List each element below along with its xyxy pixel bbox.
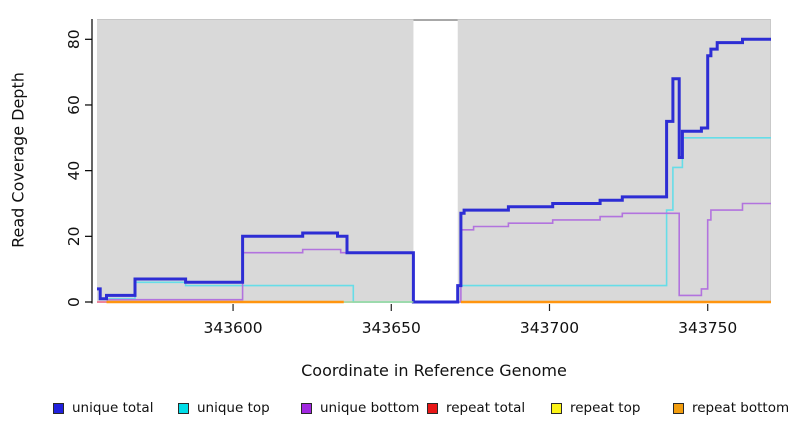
svg-text:80: 80: [65, 29, 83, 49]
svg-text:343700: 343700: [520, 319, 579, 337]
unique-top-swatch-icon: [178, 402, 189, 414]
legend-item-unique-bottom: unique bottom: [301, 398, 419, 418]
legend: unique total unique top unique bottom re…: [0, 398, 792, 420]
repeat-top-swatch-icon: [551, 402, 562, 414]
y-axis-title: Read Coverage Depth: [8, 72, 28, 248]
svg-text:20: 20: [65, 226, 83, 246]
legend-label: repeat bottom: [692, 400, 790, 416]
legend-label: unique total: [72, 400, 154, 416]
repeat-total-swatch-icon: [427, 402, 438, 414]
svg-text:343650: 343650: [362, 319, 421, 337]
x-axis-title: Coordinate in Reference Genome: [301, 361, 567, 380]
svg-text:40: 40: [65, 161, 83, 181]
legend-label: unique top: [197, 400, 270, 416]
unique-bottom-swatch-icon: [301, 402, 312, 414]
legend-item-unique-total: unique total: [53, 398, 153, 418]
legend-label: repeat top: [570, 400, 641, 416]
legend-item-repeat-total: repeat total: [427, 398, 525, 418]
unique-total-swatch-icon: [53, 402, 64, 414]
legend-item-unique-top: unique top: [178, 398, 270, 418]
svg-text:343600: 343600: [203, 319, 262, 337]
repeat-bottom-swatch-icon: [673, 402, 684, 414]
legend-label: repeat total: [446, 400, 526, 416]
svg-text:0: 0: [65, 297, 83, 307]
svg-text:343750: 343750: [678, 319, 737, 337]
legend-label: unique bottom: [320, 400, 420, 416]
svg-text:60: 60: [65, 95, 83, 115]
legend-item-repeat-bottom: repeat bottom: [673, 398, 789, 418]
legend-item-repeat-top: repeat top: [551, 398, 640, 418]
